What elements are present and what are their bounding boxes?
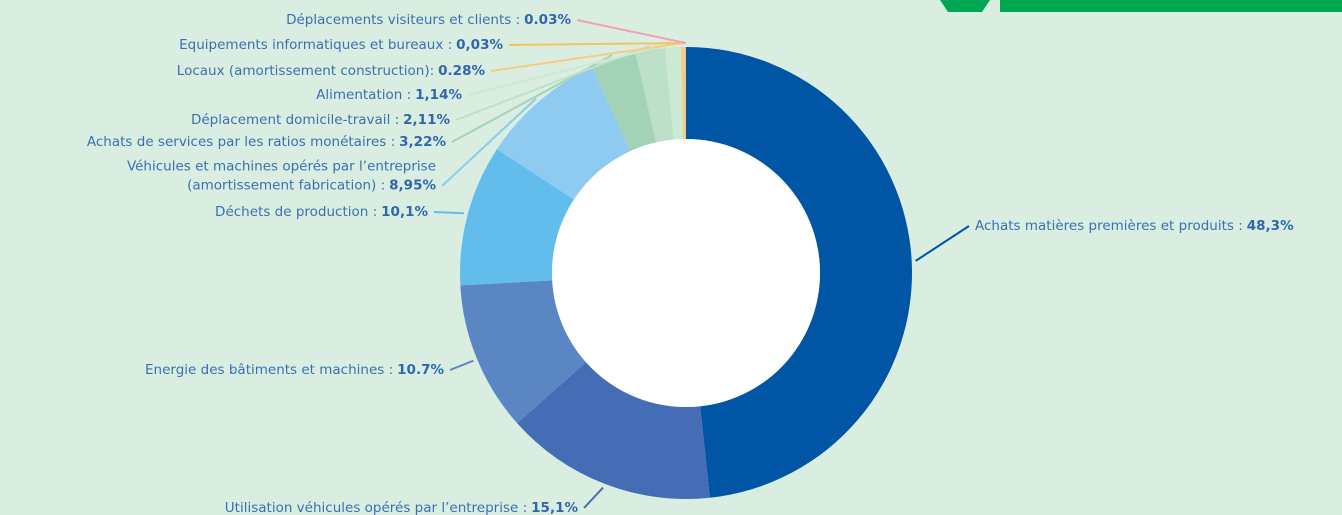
slice-label: Achats matières premières et produits :4… [975, 218, 1294, 234]
donut-hole [552, 139, 820, 407]
category-label: Locaux (amortissement construction): [177, 63, 434, 79]
slice-label: Déplacements visiteurs et clients :0.03% [286, 12, 571, 28]
category-label: Achats de services par les ratios monéta… [87, 134, 395, 150]
category-line: Achats matières premières et produits : [975, 218, 1243, 234]
category-line: Achats de services par les ratios monéta… [87, 134, 395, 150]
category-line: Equipements informatiques et bureaux : [179, 37, 452, 53]
value-label: 15,1% [531, 500, 578, 515]
value-label: 10.7% [397, 362, 444, 378]
slice-label: Véhicules et machines opérés par l’entre… [127, 159, 437, 194]
leader-line [490, 42, 684, 72]
slice-label: Achats de services par les ratios monéta… [87, 134, 447, 150]
leader-line [576, 19, 686, 44]
donut-slice [686, 47, 912, 498]
slice-label: Alimentation :1,14% [316, 87, 462, 103]
slice-label: Locaux (amortissement construction): 0.28… [177, 63, 486, 79]
leader-line [583, 486, 604, 509]
category-line: (amortissement fabrication) : [187, 178, 385, 194]
category-label: Energie des bâtiments et machines : [145, 362, 393, 378]
slice-label: Equipements informatiques et bureaux :0,… [179, 37, 503, 53]
value-label: 0.28% [438, 63, 485, 79]
slice-label: Energie des bâtiments et machines :10.7% [145, 362, 444, 378]
leader-line [915, 225, 970, 262]
header-decoration [940, 0, 990, 12]
donut-slice [517, 362, 710, 499]
category-label: Déplacement domicile-travail : [191, 112, 399, 128]
category-line: Déplacement domicile-travail : [191, 112, 399, 128]
leader-line [433, 211, 464, 215]
category-line: Alimentation : [316, 87, 411, 103]
leader-line [441, 97, 537, 187]
category-label: Véhicules et machines opérés par l’entre… [127, 159, 436, 194]
slice-label: Utilisation véhicules opérés par l’entre… [225, 500, 579, 515]
category-label: Déchets de production : [215, 204, 377, 220]
category-label: Alimentation : [316, 87, 411, 103]
value-label: 0.03% [524, 12, 571, 28]
donut-slice [665, 47, 684, 140]
category-line: Energie des bâtiments et machines : [145, 362, 393, 378]
category-label: Equipements informatiques et bureaux : [179, 37, 452, 53]
category-line: Utilisation véhicules opérés par l’entre… [225, 500, 527, 515]
value-label: 1,14% [415, 87, 462, 103]
donut-slice [592, 52, 657, 152]
value-label: 3,22% [399, 134, 446, 150]
slice-label: Déchets de production :10,1% [215, 204, 428, 220]
value-label: 8,95% [389, 178, 436, 194]
donut-slice [460, 149, 574, 286]
donut-slice [460, 280, 586, 424]
leader-line [508, 42, 686, 46]
leader-line [449, 359, 474, 371]
header-bar [1000, 0, 1342, 12]
value-label: 0,03% [456, 37, 503, 53]
category-label: Déplacements visiteurs et clients : [286, 12, 520, 28]
value-label: 10,1% [381, 204, 428, 220]
category-label: Utilisation véhicules opérés par l’entre… [225, 500, 527, 515]
donut-slice [681, 47, 686, 140]
category-label: Achats matières premières et produits : [975, 218, 1243, 234]
category-line: Locaux (amortissement construction): [177, 63, 434, 79]
category-line: Déchets de production : [215, 204, 377, 220]
leader-line [467, 42, 674, 96]
donut-slice [635, 47, 674, 143]
category-line: Déplacements visiteurs et clients : [286, 12, 520, 28]
value-label: 48,3% [1247, 218, 1294, 234]
category-line: Véhicules et machines opérés par l’entre… [127, 159, 436, 175]
slice-label: Déplacement domicile-travail :2,11% [191, 112, 450, 128]
value-label: 2,11% [403, 112, 450, 128]
donut-slice [496, 67, 631, 200]
donut-slice [685, 47, 686, 140]
